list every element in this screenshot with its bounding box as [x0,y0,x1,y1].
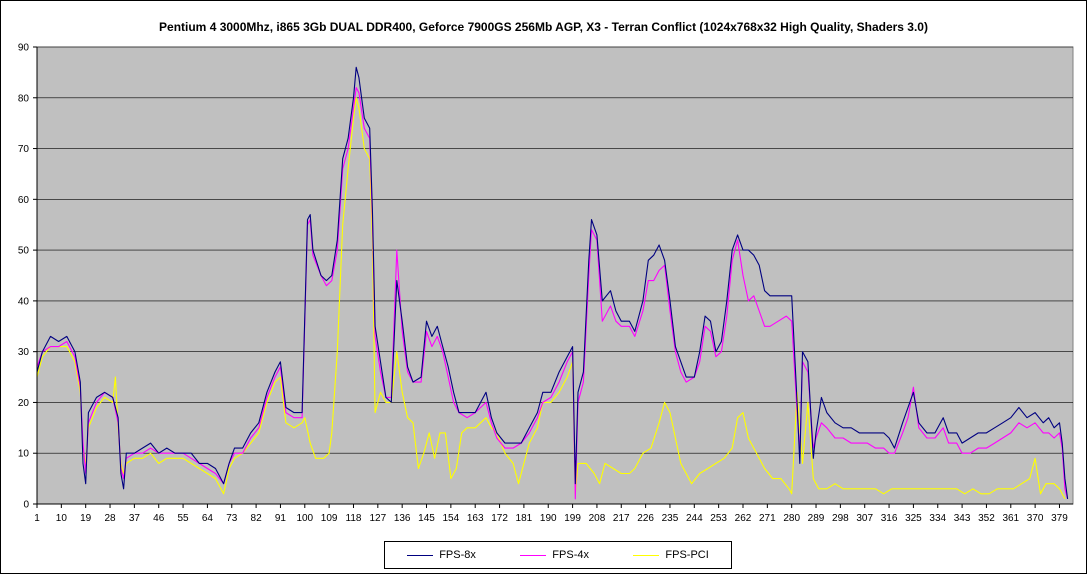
x-tick-label: 244 [686,513,703,524]
x-tick-label: 37 [129,513,141,524]
x-tick-label: 361 [1002,513,1019,524]
x-tick-label: 271 [759,513,776,524]
legend-item-2: FPS-PCI [633,549,709,561]
gridlines [37,46,1073,454]
legend-label: FPS-8x [439,549,476,561]
legend-swatch [520,554,547,556]
x-tick-label: 82 [251,513,263,524]
x-tick-label: 118 [346,513,362,524]
legend-item-1: FPS-4x [520,549,589,561]
x-tick-label: 217 [613,513,630,524]
chart-title: Pentium 4 3000Mhz, i865 3Gb DUAL DDR400,… [159,20,928,34]
x-tick-label: 262 [735,513,752,524]
legend-swatch [633,554,660,556]
x-tick-label: 379 [1051,513,1068,524]
x-tick-label: 199 [564,513,581,524]
x-tick-label: 181 [516,513,533,524]
series-line-0 [36,66,1069,499]
x-tick-label: 226 [637,513,654,524]
x-tick-label: 307 [856,513,873,524]
x-tick-label: 91 [275,513,287,524]
x-tick-label: 289 [808,513,825,524]
x-tick-label: 352 [978,513,995,524]
legend-label: FPS-PCI [665,549,709,561]
x-tick-label: 208 [589,513,606,524]
y-tick-label: 80 [18,93,30,104]
x-tick-label: 343 [954,513,971,524]
x-tick-label: 316 [881,513,898,524]
x-tick-label: 73 [226,513,238,524]
x-tick-label: 64 [202,513,214,524]
x-tick-label: 154 [443,513,460,524]
y-tick-label: 90 [18,43,30,54]
x-tick-label: 46 [153,513,165,524]
legend-item-0: FPS-8x [407,549,476,561]
legend: FPS-8x FPS-4x FPS-PCI [384,541,732,569]
series-line-2 [36,97,1066,500]
y-tick-label: 0 [23,500,29,511]
x-tick-label: 172 [491,513,508,524]
x-tick-label: 136 [394,513,411,524]
legend-label: FPS-4x [552,549,589,561]
x-tick-label: 55 [178,513,190,524]
y-tick-label: 50 [18,246,30,257]
x-tick-label: 10 [56,513,68,524]
x-tick-label: 334 [929,513,946,524]
x-tick-label: 253 [710,513,727,524]
x-tick-label: 280 [783,513,800,524]
x-tick-label: 235 [662,513,679,524]
x-tick-label: 163 [467,513,484,524]
x-tick-label: 127 [369,513,386,524]
axes [36,47,1073,505]
x-tick-label: 109 [321,513,338,524]
y-axis-ticks: 0 10 20 30 40 50 60 70 80 90 [18,43,37,511]
legend-swatch [407,554,434,556]
x-tick-label: 19 [80,513,92,524]
x-tick-label: 190 [540,513,557,524]
x-tick-label: 325 [905,513,922,524]
x-tick-label: 100 [296,513,313,524]
x-tick-label: 298 [832,513,849,524]
x-axis-ticks: 1 10 19 28 37 46 55 64 73 82 91 100 109 118 127 136 145 1… [34,504,1068,524]
y-tick-label: 30 [18,347,30,358]
y-tick-label: 40 [18,296,30,307]
x-tick-label: 145 [418,513,435,524]
y-tick-label: 20 [18,398,30,409]
y-tick-label: 60 [18,195,30,206]
series-layer [36,66,1069,500]
plot-area [36,46,1074,505]
x-tick-label: 1 [34,513,40,524]
y-tick-label: 70 [18,144,30,155]
x-tick-label: 28 [104,513,116,524]
y-tick-label: 10 [18,449,30,460]
x-tick-label: 370 [1027,513,1044,524]
